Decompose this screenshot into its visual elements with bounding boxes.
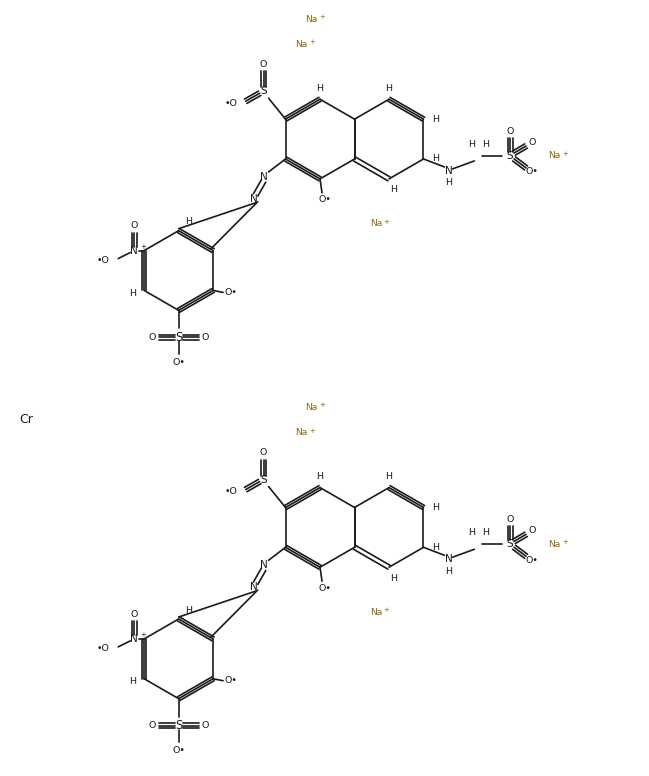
Text: N: N	[260, 172, 267, 182]
Text: H: H	[432, 503, 439, 512]
Text: O•: O•	[172, 358, 185, 366]
Text: O: O	[528, 137, 535, 147]
Text: O: O	[202, 721, 209, 730]
Text: S: S	[175, 719, 182, 732]
Text: N: N	[130, 634, 138, 644]
Text: O•: O•	[225, 288, 238, 297]
Text: H: H	[482, 528, 489, 537]
Text: +: +	[384, 219, 389, 225]
Text: Na: Na	[548, 540, 560, 549]
Text: O: O	[148, 721, 155, 730]
Text: H: H	[468, 528, 475, 537]
Text: H: H	[185, 217, 192, 227]
Text: H: H	[445, 566, 452, 576]
Text: H: H	[317, 84, 323, 93]
Text: O•: O•	[526, 168, 539, 176]
Text: O: O	[506, 126, 514, 136]
Text: O•: O•	[172, 746, 185, 755]
Text: O: O	[130, 609, 138, 618]
Text: O•: O•	[319, 196, 332, 204]
Text: O•: O•	[319, 584, 332, 593]
Text: Na: Na	[548, 151, 560, 161]
Text: Na: Na	[295, 40, 308, 49]
Text: H: H	[391, 573, 397, 583]
Text: H: H	[445, 178, 452, 187]
Text: +: +	[140, 244, 146, 250]
Text: Na: Na	[370, 219, 382, 228]
Text: Na: Na	[295, 428, 308, 438]
Text: N: N	[250, 582, 258, 592]
Text: S: S	[175, 331, 182, 344]
Text: N: N	[445, 166, 452, 176]
Text: S: S	[260, 475, 267, 484]
Text: N: N	[130, 245, 138, 255]
Text: H: H	[432, 543, 439, 552]
Text: +: +	[140, 632, 146, 638]
Text: H: H	[185, 605, 192, 615]
Text: O: O	[506, 515, 514, 524]
Text: +: +	[562, 539, 568, 546]
Text: N: N	[260, 560, 267, 570]
Text: •O: •O	[225, 99, 238, 108]
Text: O: O	[202, 333, 209, 341]
Text: O: O	[528, 526, 535, 535]
Text: N: N	[250, 194, 258, 204]
Text: +: +	[384, 607, 389, 613]
Text: H: H	[129, 289, 136, 298]
Text: H: H	[129, 677, 136, 686]
Text: H: H	[432, 115, 439, 123]
Text: +: +	[309, 428, 315, 434]
Text: H: H	[386, 84, 393, 93]
Text: Cr: Cr	[19, 414, 33, 426]
Text: S: S	[260, 86, 267, 96]
Text: S: S	[507, 539, 513, 549]
Text: O: O	[130, 221, 138, 230]
Text: •O: •O	[225, 487, 238, 496]
Text: H: H	[386, 472, 393, 481]
Text: Na: Na	[370, 608, 382, 617]
Text: H: H	[482, 140, 489, 148]
Text: O: O	[260, 449, 267, 457]
Text: O•: O•	[225, 676, 238, 685]
Text: •O: •O	[97, 644, 109, 653]
Text: O: O	[260, 60, 267, 69]
Text: H: H	[317, 472, 323, 481]
Text: Na: Na	[305, 404, 317, 412]
Text: +: +	[562, 151, 568, 157]
Text: +: +	[319, 402, 325, 408]
Text: +: +	[309, 40, 315, 46]
Text: Na: Na	[305, 15, 317, 24]
Text: H: H	[391, 185, 397, 194]
Text: H: H	[432, 154, 439, 164]
Text: H: H	[468, 140, 475, 148]
Text: S: S	[507, 151, 513, 161]
Text: N: N	[445, 554, 452, 564]
Text: O: O	[148, 333, 155, 341]
Text: O•: O•	[526, 556, 539, 565]
Text: +: +	[319, 14, 325, 19]
Text: •O: •O	[97, 256, 109, 265]
